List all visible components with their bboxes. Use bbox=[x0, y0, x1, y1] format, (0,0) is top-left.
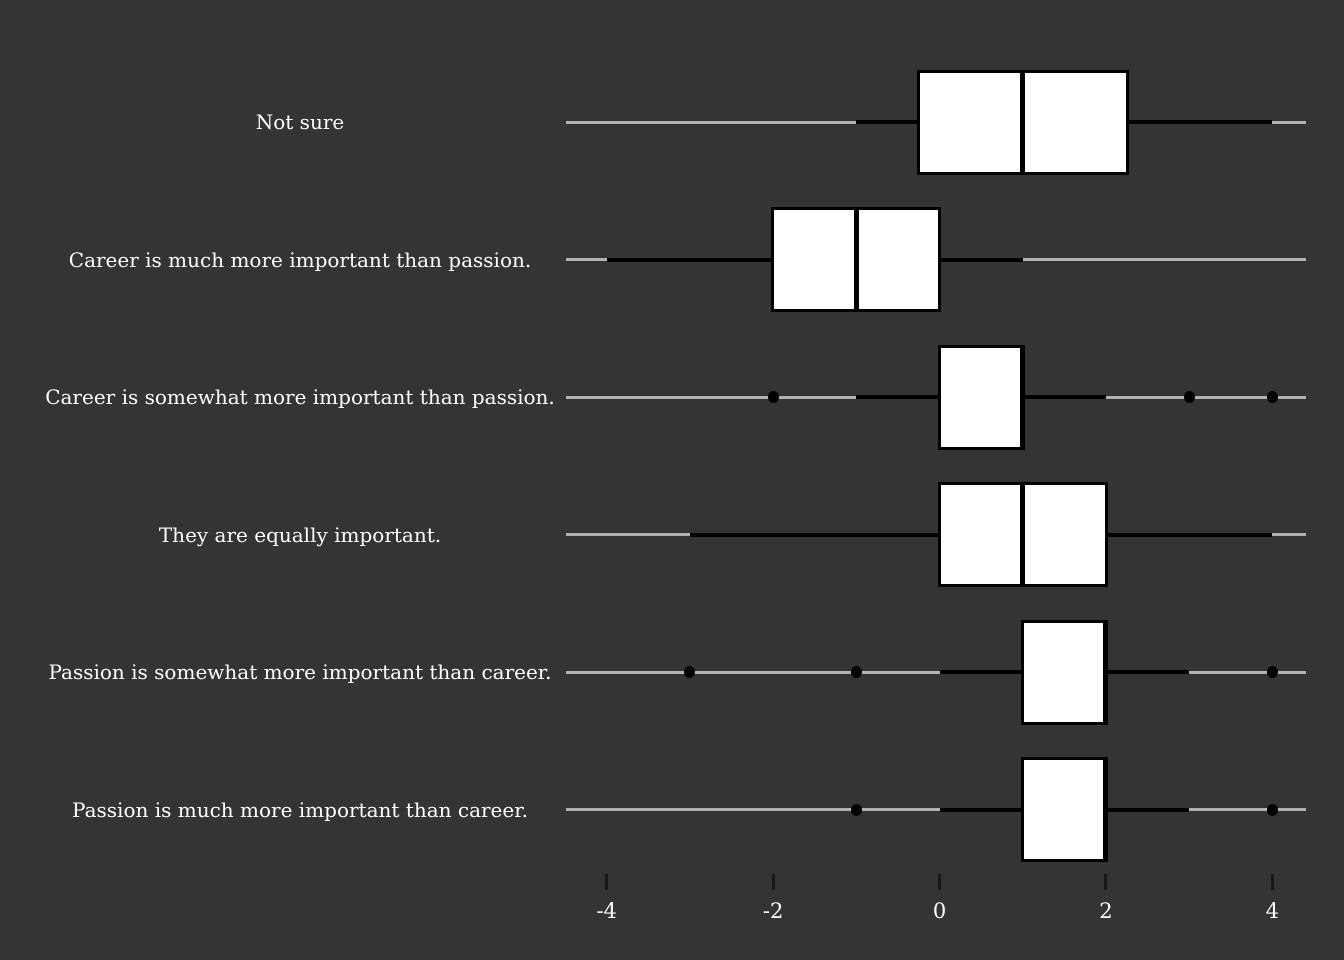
outlier-dot bbox=[850, 666, 862, 678]
x-axis-tick-label: 0 bbox=[932, 899, 947, 923]
median-line bbox=[1020, 344, 1026, 450]
x-axis-tick bbox=[605, 874, 609, 890]
x-axis-tick bbox=[938, 874, 941, 890]
category-label: Career is somewhat more important than p… bbox=[45, 385, 555, 409]
x-axis-tick-label: 4 bbox=[1265, 899, 1279, 923]
iqr-box bbox=[937, 344, 1025, 450]
range-line bbox=[566, 670, 1306, 674]
x-axis-tick-label: -2 bbox=[762, 899, 784, 923]
x-axis-tick bbox=[1104, 874, 1108, 890]
x-axis-tick-label: 2 bbox=[1099, 899, 1113, 923]
outlier-dot bbox=[1266, 391, 1278, 403]
iqr-box bbox=[1020, 757, 1108, 862]
category-label: Passion is much more important than care… bbox=[72, 797, 528, 822]
iqr-box bbox=[1020, 619, 1108, 725]
outlier-dot bbox=[1266, 803, 1278, 816]
median-line bbox=[1103, 757, 1109, 862]
x-axis-tick bbox=[771, 874, 775, 890]
category-label: Passion is somewhat more important than … bbox=[48, 660, 552, 684]
x-axis-tick bbox=[1270, 874, 1274, 890]
category-label: They are equally important. bbox=[158, 522, 442, 547]
x-axis-tick-label: -4 bbox=[596, 899, 617, 923]
outlier-dot bbox=[767, 391, 779, 403]
median-line bbox=[1103, 619, 1109, 725]
category-label: Not sure bbox=[255, 110, 345, 134]
outlier-dot bbox=[1266, 666, 1278, 678]
outlier-dot bbox=[684, 666, 696, 678]
median-line bbox=[853, 207, 859, 312]
outlier-dot bbox=[1183, 391, 1195, 403]
range-line bbox=[566, 808, 1306, 811]
median-line bbox=[1020, 69, 1026, 175]
category-label: Career is much more important than passi… bbox=[68, 247, 532, 272]
median-line bbox=[1020, 482, 1026, 587]
outlier-dot bbox=[850, 803, 862, 816]
